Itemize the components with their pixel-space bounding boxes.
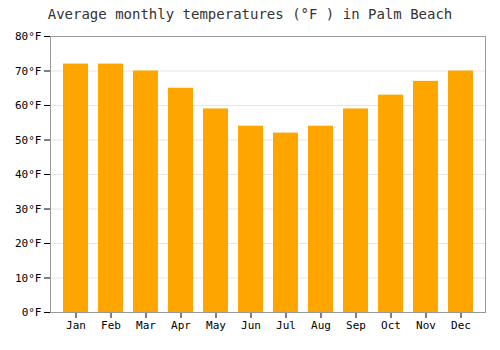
svg-text:Mar: Mar: [136, 319, 156, 332]
svg-text:Apr: Apr: [171, 319, 191, 332]
svg-text:May: May: [206, 319, 226, 332]
svg-text:Sep: Sep: [346, 319, 366, 332]
svg-text:Oct: Oct: [381, 319, 401, 332]
svg-text:Feb: Feb: [101, 319, 121, 332]
svg-text:Jan: Jan: [66, 319, 86, 332]
svg-text:Nov: Nov: [416, 319, 436, 332]
svg-text:20°F: 20°F: [15, 237, 42, 250]
svg-text:30°F: 30°F: [15, 203, 42, 216]
svg-text:Jun: Jun: [241, 319, 261, 332]
svg-text:60°F: 60°F: [15, 99, 42, 112]
svg-text:50°F: 50°F: [15, 134, 42, 147]
svg-text:0°F: 0°F: [22, 306, 42, 319]
svg-text:10°F: 10°F: [15, 272, 42, 285]
svg-text:70°F: 70°F: [15, 65, 42, 78]
svg-text:40°F: 40°F: [15, 168, 42, 181]
svg-text:80°F: 80°F: [15, 30, 42, 43]
svg-text:Jul: Jul: [276, 319, 296, 332]
html-text:Average monthly temperatures (: Average monthly temperatures (°F ) in Pa…: [47, 6, 453, 22]
svg-text:Aug: Aug: [311, 319, 331, 332]
svg-text:Dec: Dec: [451, 319, 471, 332]
